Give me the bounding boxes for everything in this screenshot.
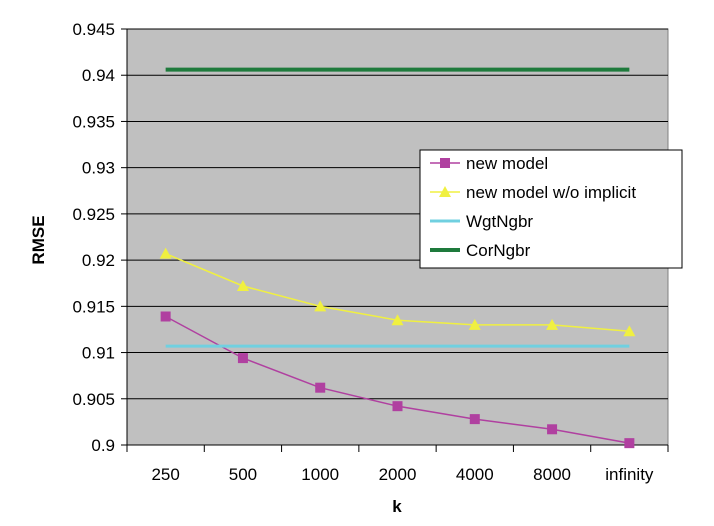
y-tick-label: 0.925 bbox=[72, 205, 115, 224]
data-point bbox=[314, 300, 327, 312]
series-group bbox=[159, 67, 636, 449]
data-point bbox=[315, 382, 326, 393]
y-tick-label: 0.91 bbox=[82, 344, 115, 363]
x-tick-label: infinity bbox=[605, 465, 654, 484]
y-tick-label: 0.9 bbox=[91, 436, 115, 455]
x-tick-label: 500 bbox=[229, 465, 257, 484]
x-axis-label: k bbox=[392, 497, 402, 516]
x-tick-label: 250 bbox=[151, 465, 179, 484]
y-tick-label: 0.905 bbox=[72, 390, 115, 409]
y-axis-label: RMSE bbox=[29, 215, 48, 264]
data-point bbox=[236, 279, 249, 291]
y-tick-label: 0.915 bbox=[72, 297, 115, 316]
legend-label: CorNgbr bbox=[466, 241, 531, 260]
legend-label: WgtNgbr bbox=[466, 212, 533, 231]
data-point bbox=[237, 353, 248, 364]
data-point bbox=[547, 424, 558, 435]
data-point bbox=[391, 314, 404, 326]
x-axis-ticks: 250 500 1000 2000 4000 8000 infinity bbox=[126, 445, 669, 484]
legend-box bbox=[419, 149, 683, 269]
legend-label: new model w/o implicit bbox=[466, 183, 636, 202]
data-point bbox=[469, 414, 480, 425]
legend-marker bbox=[440, 158, 450, 168]
legend-label: new model bbox=[466, 154, 548, 173]
x-tick-label: 2000 bbox=[379, 465, 417, 484]
y-tick-label: 0.93 bbox=[82, 159, 115, 178]
y-tick-label: 0.92 bbox=[82, 251, 115, 270]
data-point bbox=[160, 311, 171, 322]
y-tick-label: 0.94 bbox=[82, 66, 115, 85]
x-tick-label: 1000 bbox=[301, 465, 339, 484]
data-point bbox=[159, 247, 172, 259]
data-point bbox=[392, 401, 403, 412]
data-point bbox=[624, 438, 635, 449]
y-tick-label: 0.935 bbox=[72, 112, 115, 131]
x-tick-label: 8000 bbox=[533, 465, 571, 484]
legend: new model new model w/o implicit WgtNgbr Co… bbox=[419, 149, 683, 269]
data-point bbox=[623, 325, 636, 337]
y-tick-label: 0.945 bbox=[72, 20, 115, 39]
legend-marker bbox=[439, 186, 451, 197]
y-axis-ticks: 0.9 0.905 0.91 0.915 0.92 0.925 0.93 0.935 0.94 0… bbox=[72, 20, 127, 455]
x-tick-label: 4000 bbox=[456, 465, 494, 484]
data-point bbox=[546, 318, 559, 330]
data-point bbox=[468, 318, 481, 330]
